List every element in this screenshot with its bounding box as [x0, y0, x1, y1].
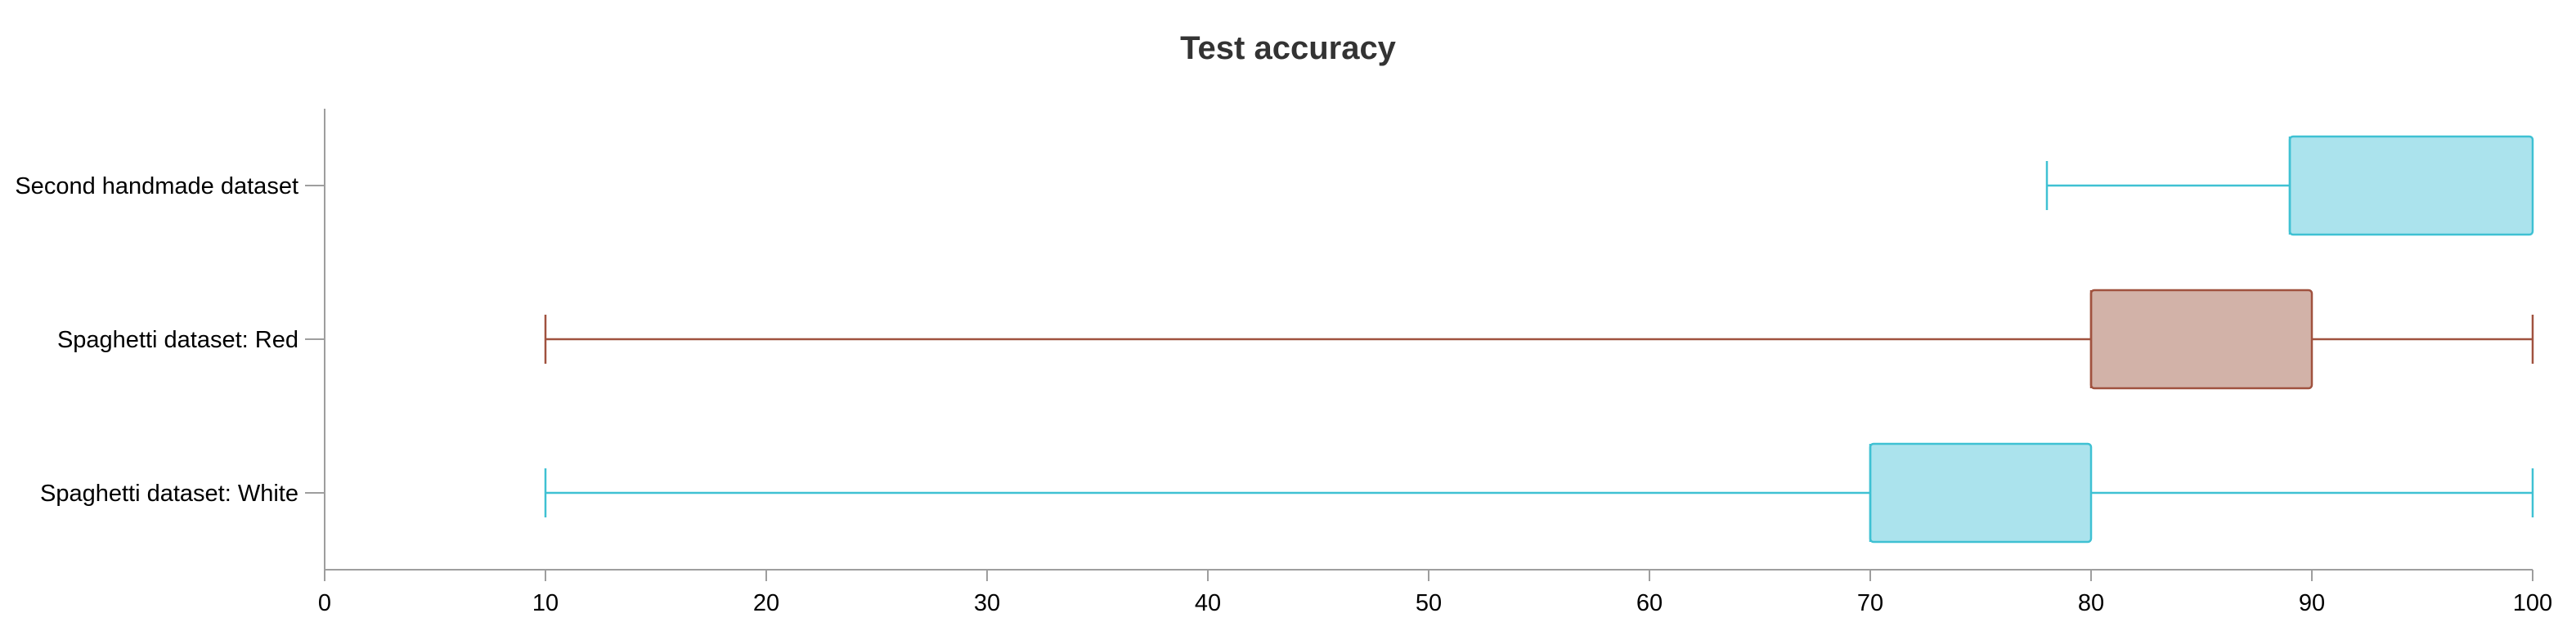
box-group — [544, 442, 2534, 544]
x-tick-label: 50 — [1416, 590, 1442, 616]
x-tick-label: 80 — [2078, 590, 2104, 616]
y-category-label: Spaghetti dataset: White — [40, 481, 298, 507]
x-tick-label: 90 — [2299, 590, 2325, 616]
box — [2288, 135, 2534, 236]
x-tick-label: 20 — [753, 590, 779, 616]
x-tick-label: 100 — [2513, 590, 2552, 616]
plot-area — [544, 135, 2534, 544]
x-tick-label: 40 — [1195, 590, 1221, 616]
box — [1869, 442, 2093, 544]
x-tick-label: 30 — [974, 590, 1000, 616]
box — [2089, 289, 2313, 390]
y-category-label: Second handmade dataset — [15, 173, 298, 199]
x-tick-label: 60 — [1636, 590, 1663, 616]
x-tick-label: 10 — [532, 590, 559, 616]
x-tick-label: 70 — [1857, 590, 1883, 616]
y-category-label: Spaghetti dataset: Red — [57, 327, 298, 353]
box-group — [544, 289, 2534, 390]
box-group — [2045, 135, 2534, 236]
axes: 0 10 20 30 40 50 60 70 80 90 100 Second handmade da… — [15, 109, 2552, 616]
chart-title: Test accuracy — [1180, 30, 1397, 66]
x-tick-label: 0 — [318, 590, 331, 616]
